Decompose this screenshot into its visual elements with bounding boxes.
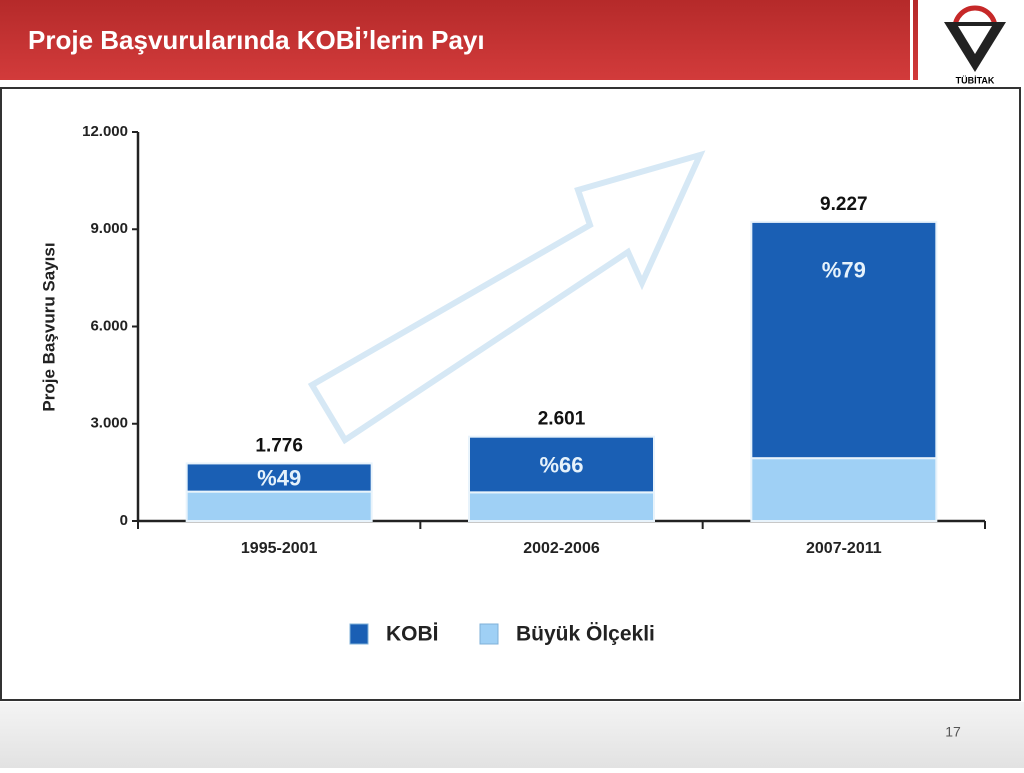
share-label: %66 — [539, 452, 583, 477]
legend-label: KOBİ — [386, 623, 439, 646]
header-bar — [0, 0, 1024, 80]
y-tick-label: 9.000 — [90, 220, 128, 237]
bar-segment — [468, 435, 655, 494]
bar-segment — [468, 491, 655, 522]
share-label: %49 — [257, 465, 301, 490]
y-axis-title: Proje Başvuru Sayısı — [39, 242, 58, 411]
slide-title: Proje Başvurularında KOBİ’lerin Payı — [28, 25, 485, 55]
share-label: %79 — [822, 258, 866, 283]
growth-arrow — [307, 150, 706, 445]
y-tick-label: 12.000 — [82, 123, 128, 140]
x-tick-label: 2002-2006 — [523, 540, 600, 557]
bar-segment — [750, 457, 938, 523]
total-label: 2.601 — [538, 409, 586, 430]
bar-segment — [185, 490, 373, 522]
logo-text: TÜBİTAK — [956, 75, 995, 85]
footer — [0, 702, 1024, 768]
legend-label: Büyük Ölçekli — [516, 623, 655, 646]
bar-segment — [185, 462, 373, 493]
y-tick-label: 6.000 — [90, 317, 128, 334]
y-tick-label: 3.000 — [90, 415, 128, 432]
legend-swatch — [349, 623, 369, 645]
x-tick-label: 1995-2001 — [241, 540, 318, 557]
logo-inner — [958, 26, 992, 54]
total-label: 1.776 — [255, 435, 303, 456]
legend-swatch — [479, 623, 499, 645]
x-tick-label: 2007-2011 — [806, 540, 882, 557]
page-number: 17 — [945, 724, 961, 740]
bar-segment — [750, 220, 938, 460]
y-tick-label: 0 — [120, 512, 128, 529]
header-stripe — [910, 0, 913, 80]
total-label: 9.227 — [820, 194, 868, 215]
